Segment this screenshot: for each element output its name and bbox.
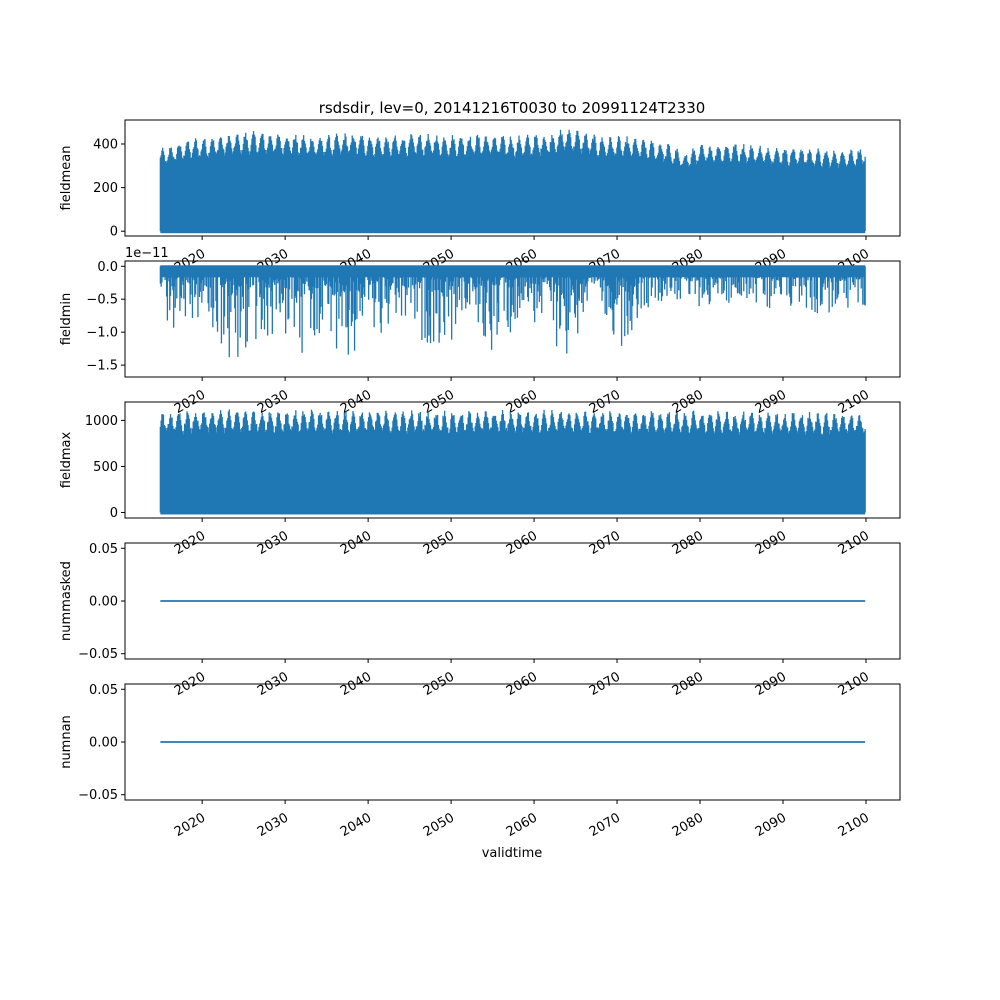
axes-frame xyxy=(124,401,901,519)
x-tick-label: 2070 xyxy=(587,810,623,840)
y-tick-label: 1000 xyxy=(85,414,118,429)
y-tick-label: 200 xyxy=(93,181,118,196)
subplot-stack: 0 200 400 fieldmean 2020 2030 2040 2050 2060 2070… xyxy=(59,119,901,840)
x-tick-label: 2030 xyxy=(255,810,291,840)
y-tick-label: 400 xyxy=(93,137,118,152)
figure-title: rsdsdir, lev=0, 20141216T0030 to 2099112… xyxy=(319,99,706,117)
y-tick-label: −1.0 xyxy=(86,326,118,341)
x-tick-label: 2050 xyxy=(421,810,457,840)
series-strokes xyxy=(159,266,866,358)
series-line-fieldmin xyxy=(159,265,866,358)
subplot-numnan: −0.05 0.00 0.05 numnan 2020 2030 2040 2050 2060 2… xyxy=(59,683,901,840)
y-axis-label: fieldmax xyxy=(59,432,74,489)
y-axis-label: nummasked xyxy=(59,561,74,641)
series-line-fieldmax xyxy=(159,409,866,515)
x-tick-label: 2090 xyxy=(753,810,789,840)
x-tick-label: 2080 xyxy=(670,810,706,840)
x-tick-label: 2060 xyxy=(504,810,540,840)
y-tick-label: 0.00 xyxy=(89,595,118,610)
x-tick-label: 2020 xyxy=(172,810,208,840)
y-tick-label: 0.05 xyxy=(89,683,118,698)
x-axis-label: validtime xyxy=(482,846,543,861)
y-tick-label: −0.05 xyxy=(78,647,118,662)
axes-frame xyxy=(124,260,901,378)
series-line-fieldmean xyxy=(159,129,866,234)
series-core xyxy=(160,449,866,513)
y-tick-label: −0.5 xyxy=(86,293,118,308)
x-tick-label: 2040 xyxy=(338,810,374,840)
x-tick-label: 2100 xyxy=(836,810,872,840)
series-core xyxy=(160,179,866,232)
y-axis-label: fieldmin xyxy=(59,293,74,346)
y-tick-label: 0 xyxy=(110,506,118,521)
axes-frame xyxy=(124,119,901,237)
y-tick-label: −1.5 xyxy=(86,359,118,374)
y-axis-label: numnan xyxy=(59,715,74,769)
y-tick-label: 0.00 xyxy=(89,736,118,751)
series-core xyxy=(160,265,866,278)
y-tick-label: 0.0 xyxy=(97,260,118,275)
y-tick-label: 500 xyxy=(93,460,118,475)
y-tick-label: −0.05 xyxy=(78,788,118,803)
y-offset-text: 1e−11 xyxy=(125,246,169,261)
y-axis-label: fieldmean xyxy=(59,146,74,211)
y-tick-label: 0 xyxy=(110,225,118,240)
y-tick-label: 0.05 xyxy=(89,542,118,557)
